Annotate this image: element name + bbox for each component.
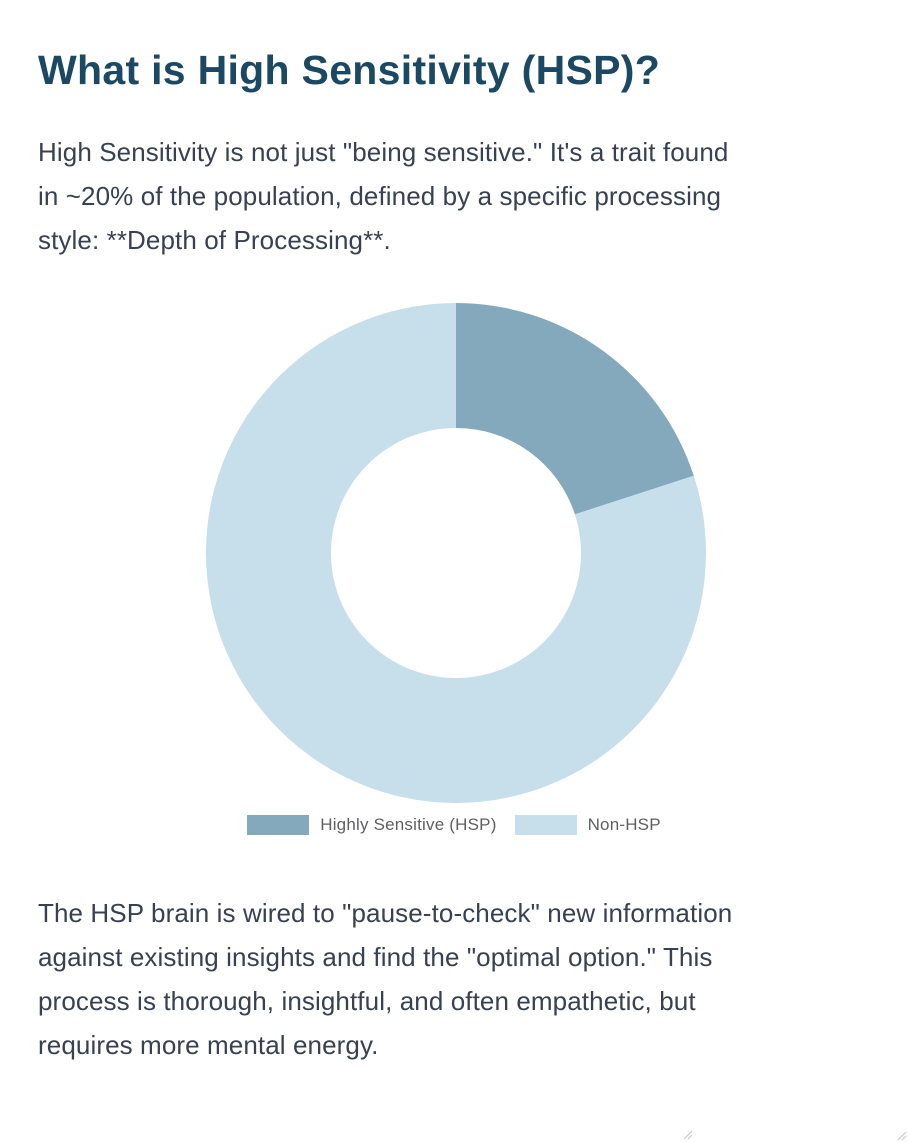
legend-swatch-highly-sensitive <box>247 815 310 835</box>
intro-paragraph: High Sensitivity is not just "being sens… <box>38 130 898 262</box>
text-line: requires more mental energy. <box>38 1030 379 1060</box>
legend-item-highly-sensitive[interactable]: Highly Sensitive (HSP) <box>247 815 496 835</box>
population-donut-chart <box>206 303 706 803</box>
donut-chart-svg[interactable] <box>206 303 706 803</box>
text-line: against existing insights and find the "… <box>38 942 713 972</box>
text-line: style: **Depth of Processing**. <box>38 225 391 255</box>
text-line: process is thorough, insightful, and oft… <box>38 986 696 1016</box>
text-line: High Sensitivity is not just "being sens… <box>38 137 729 167</box>
legend-label-highly-sensitive: Highly Sensitive (HSP) <box>320 815 497 834</box>
donut-segment-0 <box>456 303 694 515</box>
legend-label-non-hsp: Non-HSP <box>587 815 661 834</box>
page-title: What is High Sensitivity (HSP)? <box>38 47 661 93</box>
chart-legend: Highly Sensitive (HSP) Non-HSP <box>0 815 908 835</box>
donut-segment-1 <box>206 303 706 803</box>
text-line: The HSP brain is wired to "pause-to-chec… <box>38 898 733 928</box>
body-paragraph: The HSP brain is wired to "pause-to-chec… <box>38 891 898 1067</box>
resize-grip-icon[interactable] <box>681 1130 693 1140</box>
text-line: in ~20% of the population, defined by a … <box>38 181 722 211</box>
legend-item-non-hsp[interactable]: Non-HSP <box>514 815 661 835</box>
resize-grip-icon[interactable] <box>896 1132 907 1141</box>
legend-swatch-non-hsp <box>514 815 577 835</box>
